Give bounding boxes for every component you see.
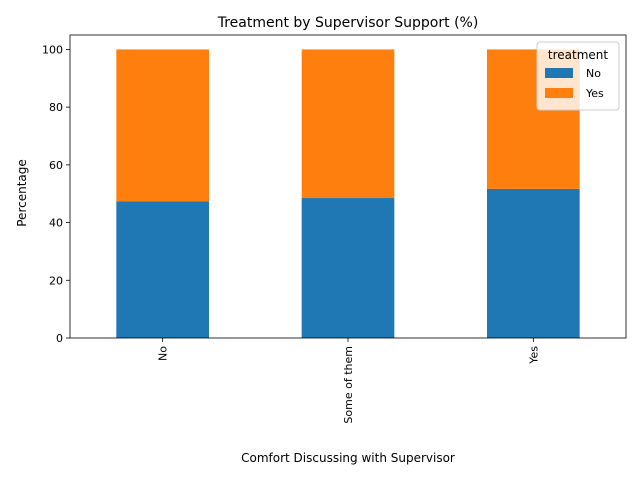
bars-group [116,49,580,338]
x-axis-label: Comfort Discussing with Supervisor [241,451,455,465]
y-tick-label: 0 [56,332,63,345]
legend-title: treatment [548,48,608,62]
y-axis-label: Percentage [15,159,29,227]
bar-no-0 [116,201,209,338]
x-tick-label: No [157,346,170,361]
legend-label-yes: Yes [585,87,604,100]
legend: treatment No Yes [536,41,620,111]
x-tick-label: Some of them [342,346,355,424]
legend-swatch-yes [545,88,573,98]
bar-yes-0 [116,49,209,202]
y-tick-label: 40 [49,217,63,230]
y-tick-label: 60 [49,159,63,172]
y-tick-label: 20 [49,274,63,287]
bar-no-1 [301,198,395,338]
x-tick-label: Yes [527,346,540,365]
chart-title: Treatment by Supervisor Support (%) [217,15,479,31]
y-tick-label: 100 [42,43,63,56]
axes-group: 0 20 40 60 80 100 No Some of them Yes [42,34,627,424]
bar-yes-1 [301,49,395,199]
legend-label-no: No [586,67,601,80]
legend-swatch-no [545,68,573,78]
y-tick-label: 80 [49,101,63,114]
bar-no-2 [487,188,580,338]
